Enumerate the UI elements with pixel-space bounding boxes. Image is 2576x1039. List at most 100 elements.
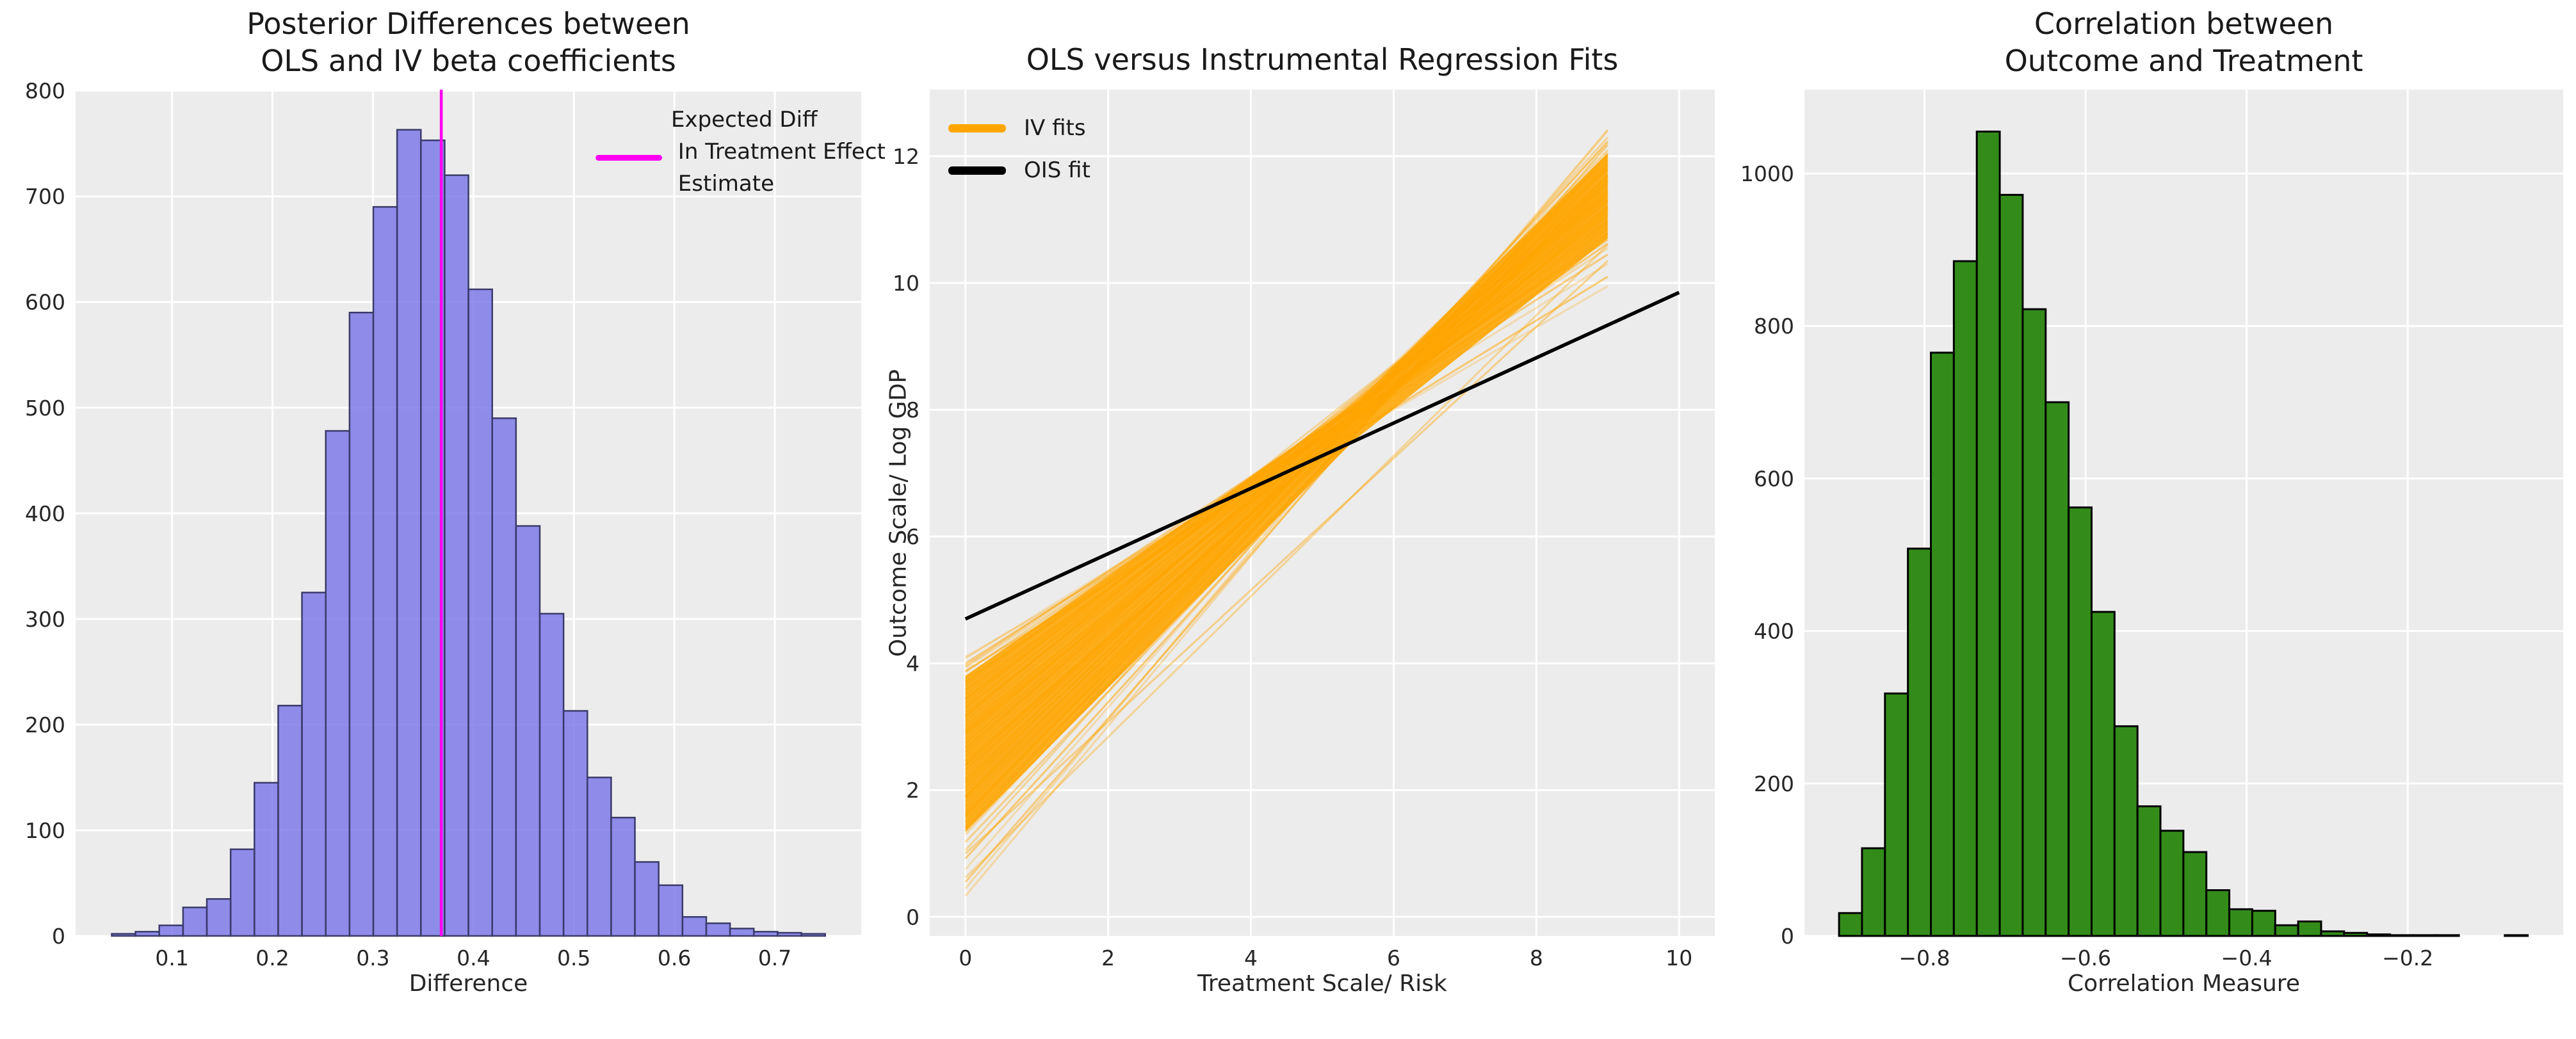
- x-tick-label: 2: [1101, 946, 1115, 971]
- y-tick-label: 4: [906, 651, 919, 676]
- x-tick-label: 4: [1244, 946, 1258, 971]
- middle-yaxis-label: Outcome Scale/ Log GDP: [885, 369, 912, 657]
- iv-fit-line: [964, 260, 1608, 855]
- iv-fit-line: [964, 198, 1608, 716]
- ols-fit-legend-label: OIS fit: [1024, 157, 1090, 183]
- iv-fit-line: [964, 182, 1608, 799]
- left-plot-title-line2: OLS and IV beta coefficients: [261, 44, 676, 78]
- iv-fit-line: [964, 129, 1609, 889]
- histogram-bar: [2320, 930, 2345, 937]
- iv-fit-line: [964, 193, 1608, 771]
- iv-fit-line: [964, 204, 1608, 749]
- y-tick-label: 10: [893, 271, 919, 296]
- histogram-bar: [396, 129, 422, 937]
- y-tick-label: 12: [893, 144, 919, 169]
- x-tick-label: −0.6: [2060, 946, 2111, 971]
- iv-fit-line: [964, 209, 1608, 709]
- iv-fit-line: [964, 239, 1608, 667]
- x-tick-label: 0.7: [758, 946, 791, 971]
- legend-line1: Expected Diff: [671, 107, 818, 133]
- y-tick-label: 600: [1754, 466, 1794, 491]
- histogram-bar: [2389, 934, 2414, 937]
- y-tick-label: 0: [1781, 924, 1794, 949]
- histogram-bar: [634, 861, 660, 937]
- x-tick-label: 0.1: [155, 946, 188, 971]
- iv-fit-line: [964, 205, 1608, 700]
- histogram-bar: [539, 613, 565, 937]
- histogram-bar: [777, 931, 802, 937]
- iv-fit-line: [964, 226, 1608, 678]
- histogram-bar: [301, 592, 327, 937]
- histogram-bar: [2068, 506, 2093, 937]
- histogram-bar: [182, 906, 208, 937]
- right-xaxis-label: Correlation Measure: [2068, 971, 2300, 997]
- iv-fit-line: [964, 236, 1608, 673]
- histogram-bar: [1952, 260, 1978, 937]
- iv-fit-line: [964, 254, 1608, 664]
- iv-fit-line: [964, 149, 1608, 815]
- ols-fit-line: [964, 291, 1680, 621]
- histogram-bar: [2182, 851, 2208, 937]
- x-tick-label: −0.4: [2221, 946, 2272, 971]
- iv-fit-line: [964, 195, 1608, 704]
- middle-plot-title-line1: OLS versus Instrumental Regression Fits: [1026, 42, 1619, 77]
- histogram-bar: [2434, 934, 2460, 937]
- iv-fits-legend-label: IV fits: [1024, 115, 1086, 141]
- expected-diff-legend-text: Expected Diff In Treatment Effect Estima…: [671, 104, 886, 200]
- y-tick-label: 700: [25, 184, 65, 209]
- histogram-bar: [587, 777, 612, 937]
- middle-plot-title: OLS versus Instrumental Regression Fits: [930, 41, 1715, 78]
- expected-diff-legend-handle: [595, 155, 662, 161]
- histogram-bar: [348, 311, 375, 937]
- histogram-bar: [1884, 692, 1909, 937]
- iv-fit-line: [964, 190, 1608, 718]
- histogram-bar: [1998, 193, 2024, 937]
- y-tick-label: 0: [906, 905, 919, 930]
- iv-fit-line: [964, 243, 1608, 682]
- histogram-bar: [2113, 725, 2139, 937]
- histogram-bar: [1861, 847, 1886, 937]
- right-plot-title-line2: Outcome and Treatment: [2004, 44, 2363, 78]
- y-tick-label: 200: [1754, 771, 1794, 796]
- histogram-bar: [681, 916, 708, 937]
- histogram-bar: [2136, 805, 2162, 937]
- x-tick-label: −0.2: [2382, 946, 2433, 971]
- x-tick-label: −0.8: [1899, 946, 1950, 971]
- iv-fit-line: [964, 169, 1608, 823]
- histogram-bar: [1975, 131, 2001, 937]
- histogram-bar: [2228, 908, 2253, 937]
- y-tick-label: 800: [25, 79, 65, 104]
- y-tick-label: 8: [906, 398, 919, 423]
- iv-fits-legend-handle: [948, 124, 1006, 133]
- y-tick-label: 100: [25, 818, 65, 843]
- y-tick-label: 200: [25, 713, 65, 737]
- iv-fit-line: [964, 184, 1608, 750]
- histogram-bar: [491, 417, 517, 937]
- histogram-bar: [2343, 931, 2369, 937]
- x-tick-label: 0: [959, 946, 972, 971]
- histogram-bar: [2274, 924, 2299, 937]
- histogram-bar: [206, 898, 232, 937]
- iv-fit-line: [964, 175, 1608, 753]
- legend-line2: In Treatment Effect: [671, 139, 886, 165]
- left-plot-title-line1: Posterior Differences between: [247, 6, 690, 41]
- iv-fit-line: [964, 155, 1608, 818]
- iv-fit-line: [964, 184, 1608, 803]
- iv-fit-line: [964, 223, 1608, 713]
- left-plot-title: Posterior Differences between OLS and IV…: [76, 5, 861, 79]
- iv-fit-line: [964, 140, 1609, 871]
- histogram-bar: [2021, 308, 2047, 937]
- histogram-bar: [2504, 934, 2529, 937]
- histogram-bar: [2159, 830, 2185, 937]
- histogram-bar: [562, 710, 588, 937]
- y-tick-label: 6: [906, 524, 919, 549]
- iv-fit-line: [964, 262, 1608, 659]
- histogram-bar: [158, 924, 184, 937]
- ols-fit-legend-handle: [948, 166, 1006, 175]
- x-tick-label: 6: [1387, 946, 1400, 971]
- x-tick-label: 0.5: [557, 946, 590, 971]
- histogram-bar: [658, 884, 684, 937]
- iv-fit-line: [964, 174, 1608, 832]
- middle-plot-legend: IV fits OIS fit: [948, 110, 1204, 200]
